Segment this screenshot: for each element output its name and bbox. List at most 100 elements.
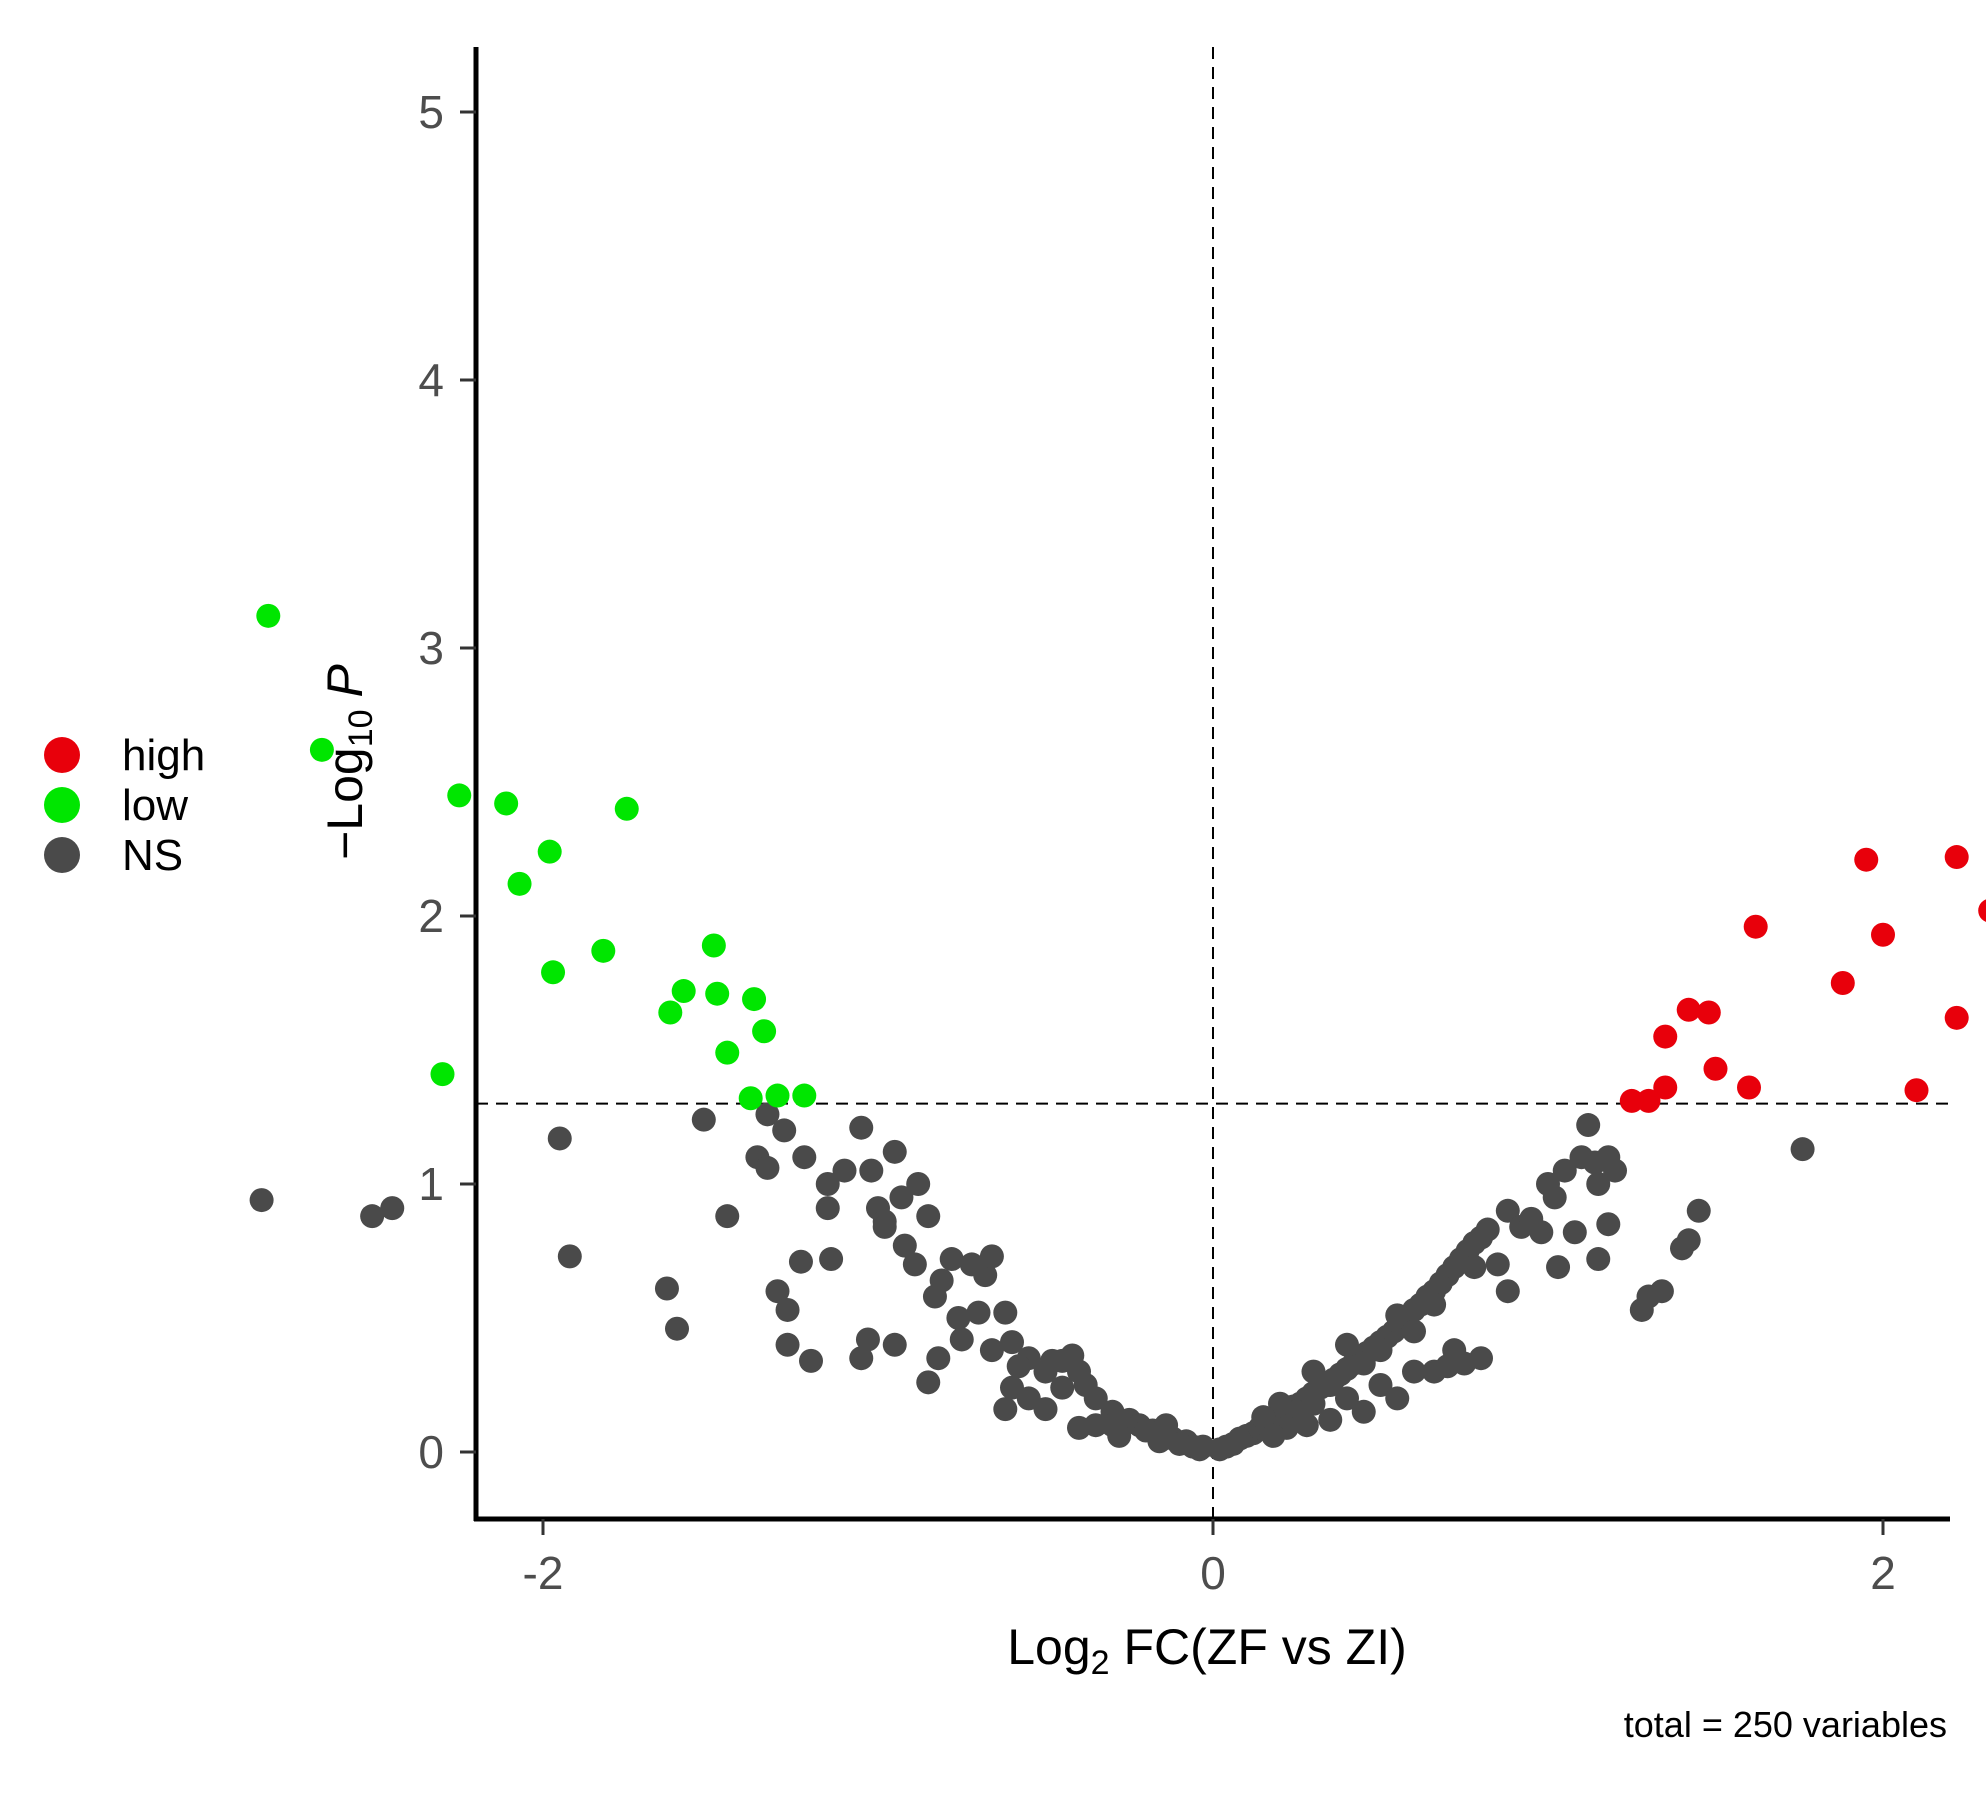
point-low: [447, 783, 472, 808]
point-low: [256, 603, 281, 628]
point-high: [1653, 1075, 1678, 1100]
y-axis-ticks: 0 1 2 3 4 5: [418, 86, 476, 1478]
point-ns: [993, 1397, 1018, 1422]
point-ns: [1351, 1399, 1376, 1424]
x-tick-label: 0: [1200, 1547, 1226, 1599]
point-ns: [1495, 1198, 1520, 1223]
point-ns: [654, 1276, 679, 1301]
point-ns: [1006, 1354, 1031, 1379]
point-ns: [979, 1244, 1004, 1269]
x-axis-title-prefix: Log: [1007, 1619, 1090, 1675]
point-ns: [1475, 1217, 1500, 1242]
point-high: [1676, 997, 1701, 1022]
y-tick-label: 1: [418, 1158, 444, 1210]
point-ns: [1576, 1113, 1601, 1138]
point-high: [1737, 1075, 1761, 1100]
point-ns: [1686, 1198, 1711, 1223]
point-ns: [1676, 1228, 1701, 1253]
point-ns: [715, 1204, 740, 1229]
point-ns: [1301, 1391, 1326, 1416]
data-points: [249, 603, 1986, 1462]
x-axis-ticks: -4-2024: [523, 1519, 1896, 1599]
point-low: [701, 933, 726, 958]
point-ns: [1649, 1279, 1674, 1304]
y-axis-title-subscript: 10: [342, 709, 380, 747]
point-ns: [1335, 1332, 1359, 1357]
point-ns: [1485, 1252, 1510, 1277]
y-tick-label: 4: [418, 354, 444, 406]
point-high: [1619, 1088, 1644, 1113]
point-ns: [1154, 1413, 1179, 1438]
point-ns: [1542, 1185, 1567, 1210]
point-ns: [1261, 1423, 1286, 1448]
point-ns: [849, 1115, 874, 1140]
point-ns: [1083, 1386, 1108, 1411]
point-ns: [1000, 1330, 1024, 1355]
point-ns: [765, 1279, 790, 1304]
point-ns: [755, 1155, 780, 1180]
point-ns: [1546, 1255, 1571, 1280]
point-low: [430, 1062, 455, 1087]
y-tick-label: 5: [418, 86, 444, 138]
point-high: [1978, 899, 1986, 922]
point-low: [494, 791, 519, 816]
point-ns: [819, 1247, 844, 1272]
point-ns: [1495, 1279, 1520, 1304]
point-ns: [1318, 1407, 1343, 1432]
point-ns: [1402, 1319, 1426, 1344]
point-ns: [882, 1332, 907, 1357]
point-ns: [859, 1158, 884, 1183]
point-ns: [815, 1196, 840, 1221]
point-ns: [1596, 1212, 1621, 1237]
point-ns: [1603, 1158, 1627, 1183]
point-ns: [1318, 1373, 1343, 1397]
y-tick-label: 3: [418, 622, 444, 674]
legend-label-high: high: [122, 731, 205, 780]
point-low: [705, 981, 730, 1006]
point-ns: [1335, 1386, 1359, 1411]
point-ns: [855, 1327, 880, 1352]
point-high: [1703, 1056, 1728, 1081]
point-ns: [979, 1338, 1004, 1363]
legend-label-ns: NS: [122, 831, 183, 880]
point-ns: [882, 1139, 907, 1164]
point-high: [1830, 971, 1855, 995]
point-ns: [892, 1233, 917, 1258]
point-low: [541, 960, 566, 985]
x-axis-title-rest: FC(ZF vs ZI): [1110, 1619, 1407, 1675]
point-ns: [1442, 1338, 1467, 1363]
point-ns: [872, 1214, 897, 1239]
point-ns: [849, 1346, 874, 1371]
point-ns: [691, 1107, 716, 1132]
point-ns: [939, 1247, 964, 1272]
point-low: [309, 737, 334, 762]
point-low: [742, 987, 767, 1012]
legend-marker-low: [44, 787, 80, 823]
point-ns: [360, 1204, 385, 1229]
point-ns: [1083, 1413, 1108, 1438]
point-ns: [946, 1306, 971, 1330]
point-ns: [1462, 1255, 1487, 1280]
point-ns: [557, 1244, 582, 1269]
point-high: [1696, 1000, 1721, 1025]
point-low: [591, 938, 616, 963]
point-ns: [1060, 1343, 1085, 1368]
point-ns: [1385, 1303, 1410, 1328]
point-ns: [993, 1300, 1018, 1325]
point-ns: [1033, 1397, 1058, 1422]
point-ns: [1050, 1375, 1075, 1400]
legend-label-low: low: [122, 781, 188, 830]
point-ns: [1351, 1351, 1376, 1376]
y-axis-title-rest: P: [317, 663, 373, 697]
point-low: [738, 1086, 763, 1111]
point-high: [1944, 1005, 1969, 1030]
point-high: [1904, 1078, 1929, 1103]
point-high: [1944, 845, 1969, 870]
point-ns: [902, 1252, 927, 1277]
point-low: [671, 979, 696, 1004]
point-low: [765, 1083, 790, 1108]
point-ns: [815, 1172, 840, 1196]
point-ns: [1552, 1158, 1577, 1183]
